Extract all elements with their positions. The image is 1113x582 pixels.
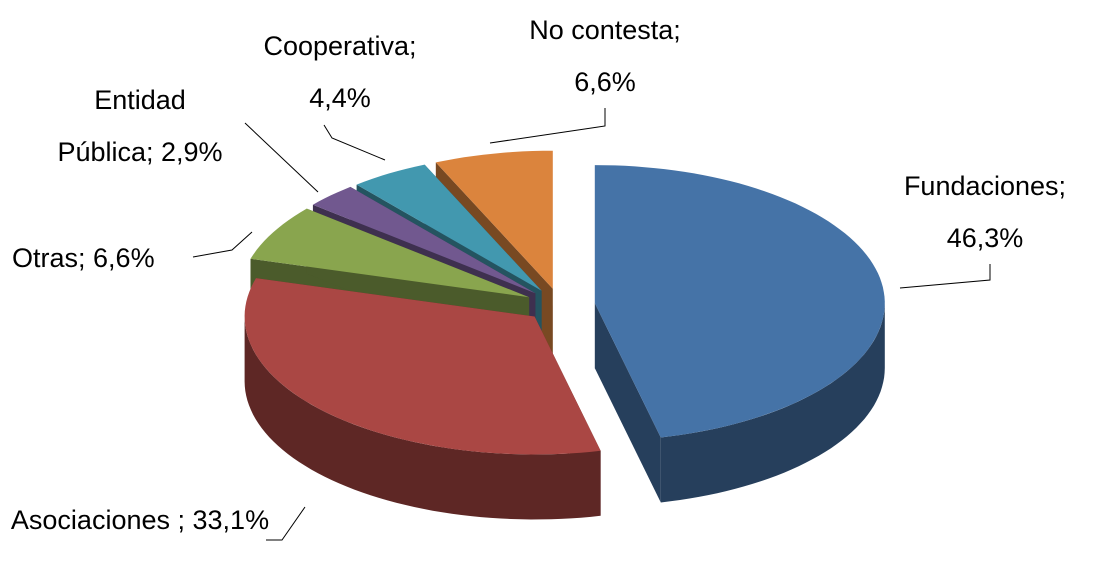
data-label: Fundaciones; 46,3%: [875, 160, 1095, 264]
leader-line: [899, 264, 991, 289]
value-label: 46,3%: [946, 223, 1024, 253]
slice-side: [244, 316, 601, 520]
data-label: Cooperativa; 4,4%: [240, 20, 440, 124]
category-label: Otras;: [12, 243, 86, 273]
slice: [244, 278, 601, 455]
slice: [594, 165, 885, 503]
leader-line: [244, 122, 319, 193]
slice: [356, 164, 542, 291]
leader-line: [192, 231, 253, 258]
category-label: Entidad Pública;: [57, 85, 186, 167]
leader-line: [489, 108, 606, 144]
value-label: 33,1%: [192, 505, 270, 535]
category-label: Fundaciones;: [903, 171, 1067, 201]
value-label: 4,4%: [309, 83, 371, 113]
data-label: Asociaciones ; 33,1%: [10, 494, 270, 546]
category-label: Asociaciones ;: [10, 505, 185, 535]
slice: [312, 186, 536, 294]
leader-line: [266, 506, 306, 541]
value-label: 6,6%: [574, 67, 636, 97]
slice: [244, 278, 601, 520]
slice: [250, 208, 530, 298]
slice: [594, 165, 885, 438]
value-label: 6,6%: [93, 243, 155, 273]
slice-wall: [594, 303, 661, 503]
leader-lines: [192, 108, 991, 541]
data-label: Otras; 6,6%: [12, 232, 155, 284]
value-label: 2,9%: [161, 137, 223, 167]
data-label: No contesta; 6,6%: [505, 4, 705, 108]
data-label: Entidad Pública; 2,9%: [45, 74, 235, 178]
category-label: Cooperativa;: [263, 31, 417, 61]
slice-side: [660, 303, 885, 503]
slice: [435, 150, 553, 289]
leader-line: [323, 124, 386, 161]
category-label: No contesta;: [529, 15, 681, 45]
